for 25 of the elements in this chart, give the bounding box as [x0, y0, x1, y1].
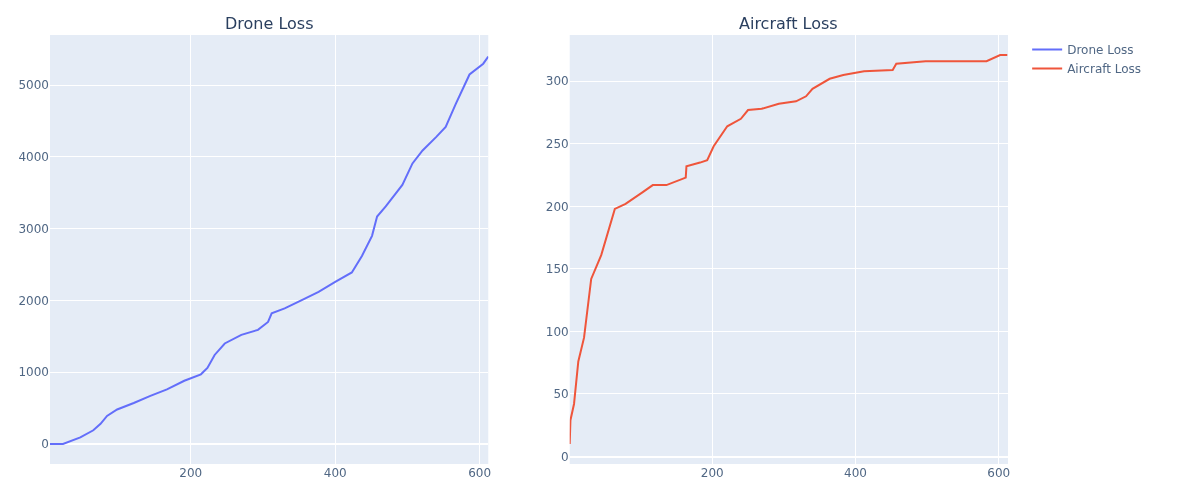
y-tick-label: 5000 — [18, 78, 49, 93]
y-tick-label: 300 — [545, 74, 569, 89]
legend-label: Drone Loss — [1067, 43, 1134, 58]
x-tick-label: 400 — [323, 466, 347, 480]
chart-title: Aircraft Loss — [739, 14, 838, 33]
y-tick-label: 2000 — [18, 293, 49, 308]
x-tick-label: 200 — [179, 466, 203, 480]
y-tick-label: 0 — [41, 437, 49, 452]
y-tick-label: 0 — [561, 449, 569, 464]
y-tick-label: 1000 — [18, 365, 49, 380]
y-tick-label: 250 — [545, 137, 569, 152]
y-tick-label: 4000 — [18, 150, 49, 165]
y-tick-label: 150 — [545, 262, 569, 277]
chart-title: Drone Loss — [225, 14, 314, 33]
y-tick-label: 3000 — [18, 221, 49, 236]
x-tick-label: 400 — [844, 466, 867, 480]
legend-label: Aircraft Loss — [1067, 62, 1142, 77]
y-tick-label: 50 — [553, 387, 569, 402]
line-series — [569, 54, 1008, 445]
x-tick-label: 600 — [468, 466, 492, 480]
y-tick-label: 100 — [545, 324, 569, 339]
x-tick-label: 200 — [700, 466, 724, 480]
line-series — [50, 55, 489, 445]
y-tick-label: 200 — [545, 199, 569, 214]
x-tick-label: 600 — [987, 466, 1011, 480]
